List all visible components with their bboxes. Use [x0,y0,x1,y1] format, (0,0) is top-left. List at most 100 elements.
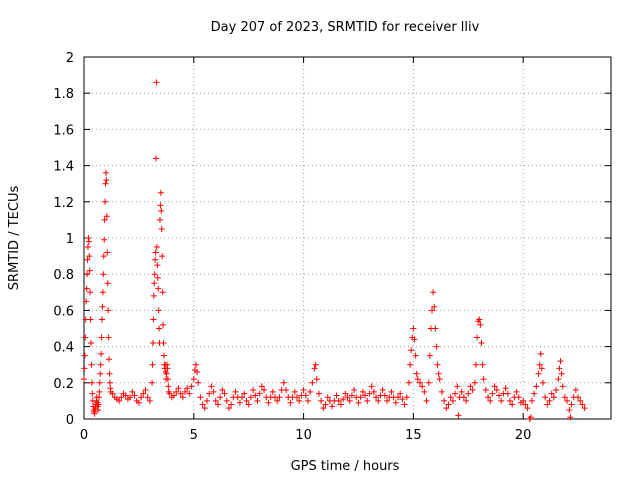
data-point [445,401,452,408]
data-point [239,394,246,401]
data-point [559,383,566,390]
data-point [131,392,138,399]
data-point [435,370,442,377]
data-point [81,376,87,383]
data-point [379,387,386,394]
data-point [97,370,104,377]
data-point [311,365,318,372]
data-point [430,289,437,296]
data-point [104,280,111,287]
data-point [225,405,232,412]
data-point [568,401,575,408]
data-point [252,392,259,399]
data-point [258,383,265,390]
data-point [84,256,91,263]
x-tick-label: 10 [295,428,312,443]
data-point [465,390,472,397]
data-point [135,399,142,406]
data-point [300,387,307,394]
x-axis-ticks: 0 5 10 15 20 [80,57,531,443]
data-point [195,379,202,386]
data-point [100,253,107,260]
data-point [212,397,219,404]
data-point [467,383,474,390]
data-point [460,394,467,401]
data-point [434,361,441,368]
data-point [425,379,432,386]
data-point [159,289,166,296]
data-point [502,385,509,392]
data-point [179,394,186,401]
data-point [399,396,406,403]
data-point [223,397,230,404]
data-point [348,392,355,399]
data-point [322,401,329,408]
data-point [85,238,92,245]
data-point [411,336,418,343]
y-axis-title: SRMTID / TECUs [7,186,22,291]
data-point [261,387,268,394]
data-point [577,397,584,404]
data-point [480,376,487,383]
data-point [315,390,322,397]
data-point [458,388,465,395]
data-point [210,388,217,395]
data-point [160,352,167,359]
data-point [553,387,560,394]
data-point [151,280,158,287]
data-point [99,303,106,310]
data-point [472,361,479,368]
data-point [250,387,257,394]
data-point [414,376,421,383]
data-point [416,379,423,386]
data-point [150,316,157,323]
grid-lines [84,57,611,419]
data-point [228,401,235,408]
data-point [405,379,412,386]
data-point [158,225,165,232]
y-tick-label: 0.8 [53,268,74,283]
data-point [274,397,281,404]
data-point [572,387,579,394]
data-point [291,388,298,395]
data-point [312,361,319,368]
data-point [304,397,311,404]
data-point [103,213,110,220]
data-point [491,383,498,390]
data-point [153,244,160,251]
data-point [88,379,95,386]
data-point [535,370,542,377]
data-point [479,361,486,368]
data-point [474,334,481,341]
data-point [381,392,388,399]
data-point [375,397,382,404]
data-point [122,392,129,399]
data-point [335,397,342,404]
data-point [432,325,439,332]
data-point [175,385,182,392]
data-point [192,361,199,368]
data-point [550,394,557,401]
data-point [160,339,167,346]
data-point [351,387,358,394]
y-tick-label: 0.2 [53,377,74,392]
y-tick-label: 1.4 [53,160,74,175]
data-point [97,361,104,368]
data-point [96,379,103,386]
data-point [265,399,272,406]
data-point [102,169,109,176]
data-point [506,397,513,404]
data-point [504,390,511,397]
data-point [152,249,159,256]
data-point [182,388,189,395]
data-point [538,365,545,372]
data-point [82,334,89,341]
data-point [443,405,450,412]
data-point [109,390,116,397]
data-point [329,403,336,410]
data-point [556,365,563,372]
data-point [302,392,309,399]
y-tick-label: 1.6 [53,123,74,138]
data-point [95,401,102,408]
data-point [157,189,164,196]
